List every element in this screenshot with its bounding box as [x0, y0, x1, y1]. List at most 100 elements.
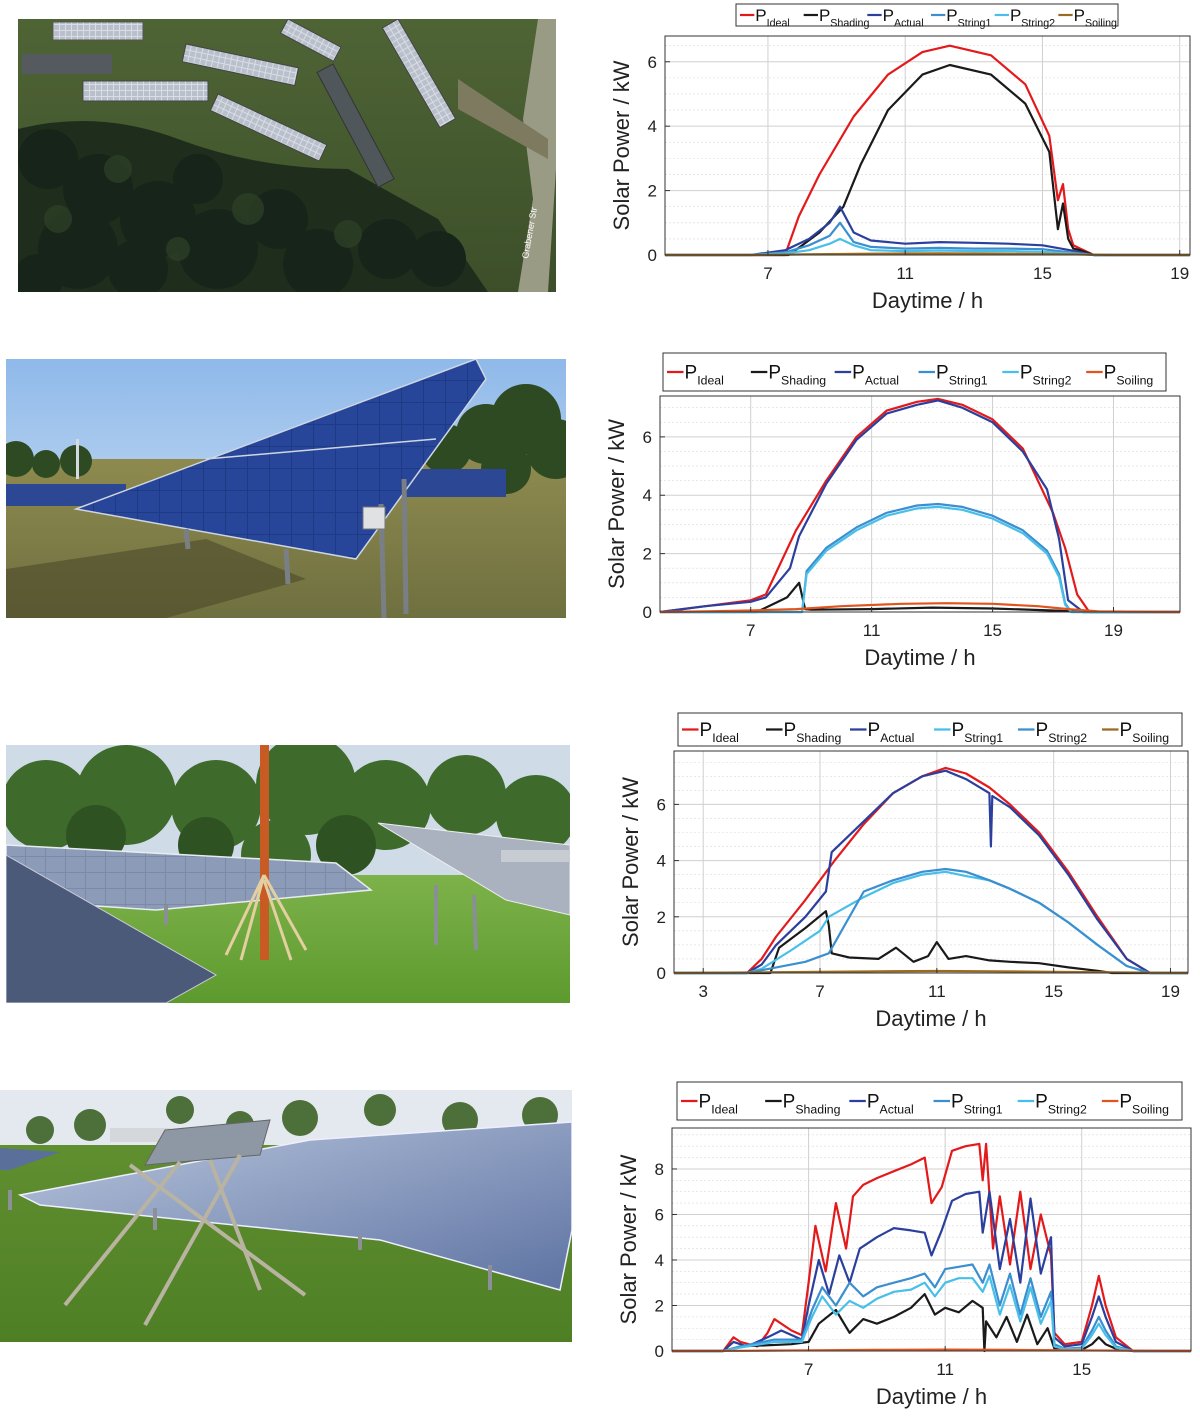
pv-array-soiling-panel-photo [0, 1090, 572, 1342]
y-axis-label: Solar Power / kW [609, 60, 634, 230]
x-tick-label: 19 [1161, 982, 1180, 1001]
x-tick-label: 15 [1033, 264, 1052, 283]
legend-entry-string1: PString1 [952, 720, 1004, 745]
y-tick-label: 4 [657, 852, 666, 871]
x-tick-label: 11 [928, 982, 946, 1001]
legend-box [662, 352, 1167, 392]
series-line-ideal [672, 1142, 1191, 1353]
y-tick-label: 0 [655, 1342, 664, 1361]
y-tick-label: 2 [648, 182, 657, 201]
x-axis-label: Daytime / h [876, 1384, 987, 1409]
legend-entry-ideal: PIdeal [755, 6, 789, 29]
series-line-string2 [660, 505, 1180, 614]
series-line-actual [674, 769, 1188, 975]
plot-area [665, 36, 1190, 255]
legend-entry-soiling: PSoiling [1074, 6, 1117, 29]
y-tick-label: 2 [643, 545, 652, 564]
legend-box [676, 1081, 1183, 1121]
x-tick-label: 7 [815, 982, 824, 1001]
y-tick-label: 0 [648, 246, 657, 265]
axes-frame [659, 395, 1181, 613]
legend: PIdeal PShading PActual PString1 PString2 PSo… [677, 712, 1183, 747]
legend-entry-shading: PShading [783, 1092, 841, 1117]
grid [672, 1128, 1191, 1352]
legend-entry-ideal: PIdeal [700, 720, 739, 745]
legend-entry-string1: PString1 [936, 363, 988, 388]
y-axis-label: Solar Power / kW [604, 419, 629, 589]
series-line-soiling [659, 602, 1181, 614]
chart-2: 0 2 4 6 7 11 15 19 Daytime / h Solar Power / kW PI… [600, 348, 1200, 683]
y-axis-label: Solar Power / kW [616, 1154, 641, 1324]
legend-entry-actual: PActual [883, 6, 924, 29]
x-tick-label: 11 [863, 621, 881, 640]
series-line-shading [674, 910, 1188, 975]
y-tick-label: 0 [657, 964, 666, 983]
legend-entry-actual: PActual [852, 363, 899, 388]
legend-entry-string2: PString2 [1036, 720, 1088, 745]
pv-array-shading-pole-photo [6, 745, 570, 1003]
x-tick-label: 15 [983, 621, 1002, 640]
x-tick-label: 11 [936, 1360, 954, 1379]
legend: PIdeal PShading PActual PString1 PString2 PSo… [662, 352, 1167, 392]
series-line-string1 [665, 221, 1190, 257]
solar-power-chart-4: 0 2 4 6 8 7 11 15 Daytime / h Solar Power / kW PId… [616, 1081, 1192, 1409]
series-line-actual [672, 1190, 1191, 1353]
y-tick-label: 6 [648, 53, 657, 72]
legend-entry-ideal: PIdeal [699, 1092, 738, 1117]
series-line-string1 [672, 1263, 1191, 1353]
y-tick-label: 4 [643, 486, 652, 505]
chart-4: 0 2 4 6 8 7 11 15 Daytime / h Solar Power / kW PId… [600, 1078, 1200, 1421]
y-tick-label: 2 [657, 908, 666, 927]
series-line-ideal [665, 44, 1190, 257]
chart-1: 0 2 4 6 7 11 15 19 Daytime / h Solar Power / kW PI… [600, 0, 1200, 325]
legend: PIdeal PShading PActual PString1 PString2 PSo… [676, 1081, 1183, 1121]
x-tick-label: 3 [698, 982, 707, 1001]
legend: PIdeal PShading PActual PString1 PString2 PSo… [735, 3, 1119, 29]
x-axis-label: Daytime / h [872, 288, 983, 313]
legend-entry-string1: PString1 [946, 6, 991, 29]
pv-array-clear-photo [6, 359, 566, 618]
axes-frame [673, 750, 1189, 974]
y-tick-label: 4 [648, 117, 657, 136]
x-tick-label: 7 [804, 1360, 813, 1379]
legend-entry-soiling: PSoiling [1119, 1092, 1169, 1117]
x-tick-label: 19 [1170, 264, 1189, 283]
plot-area [672, 1128, 1191, 1351]
legend-box [677, 712, 1183, 747]
legend-entry-actual: PActual [868, 720, 915, 745]
legend-entry-shading: PShading [819, 6, 870, 29]
series-line-shading [660, 581, 1180, 614]
solar-power-chart-1: 0 2 4 6 7 11 15 19 Daytime / h Solar Power / kW PI… [609, 3, 1191, 313]
plot-area [660, 396, 1180, 612]
x-tick-label: 15 [1072, 1360, 1091, 1379]
x-tick-label: 11 [896, 264, 914, 283]
series-line-ideal [674, 766, 1188, 975]
y-tick-label: 6 [655, 1205, 664, 1224]
chart-3: 0 2 4 6 3 7 11 15 19 Daytime / h Solar Power / kW P… [600, 708, 1200, 1043]
legend-entry-string2: PString2 [1010, 6, 1055, 29]
legend-entry-shading: PShading [768, 363, 826, 388]
plot-area [674, 751, 1188, 973]
x-axis-label: Daytime / h [864, 645, 975, 670]
legend-entry-ideal: PIdeal [685, 363, 724, 388]
series-line-ideal [659, 397, 1180, 614]
solar-power-chart-2: 0 2 4 6 7 11 15 19 Daytime / h Solar Power / kW PI… [604, 352, 1181, 670]
axes-frame [664, 35, 1191, 256]
x-tick-label: 7 [746, 621, 755, 640]
y-tick-label: 8 [655, 1160, 664, 1179]
x-tick-label: 15 [1044, 982, 1063, 1001]
x-tick-label: 7 [763, 264, 772, 283]
y-axis-label: Solar Power / kW [618, 777, 643, 947]
x-tick-label: 19 [1104, 621, 1123, 640]
y-tick-label: 6 [643, 428, 652, 447]
grid [665, 36, 1190, 256]
axes-frame [671, 1127, 1192, 1352]
series-line-string2 [672, 1274, 1191, 1353]
y-tick-label: 2 [655, 1296, 664, 1315]
y-tick-label: 0 [643, 603, 652, 622]
legend-entry-soiling: PSoiling [1120, 720, 1170, 745]
series-line-shading [672, 1293, 1191, 1353]
series-line-string2 [665, 237, 1190, 257]
series-line-shading [665, 63, 1190, 257]
series-line-string2 [674, 867, 1188, 975]
